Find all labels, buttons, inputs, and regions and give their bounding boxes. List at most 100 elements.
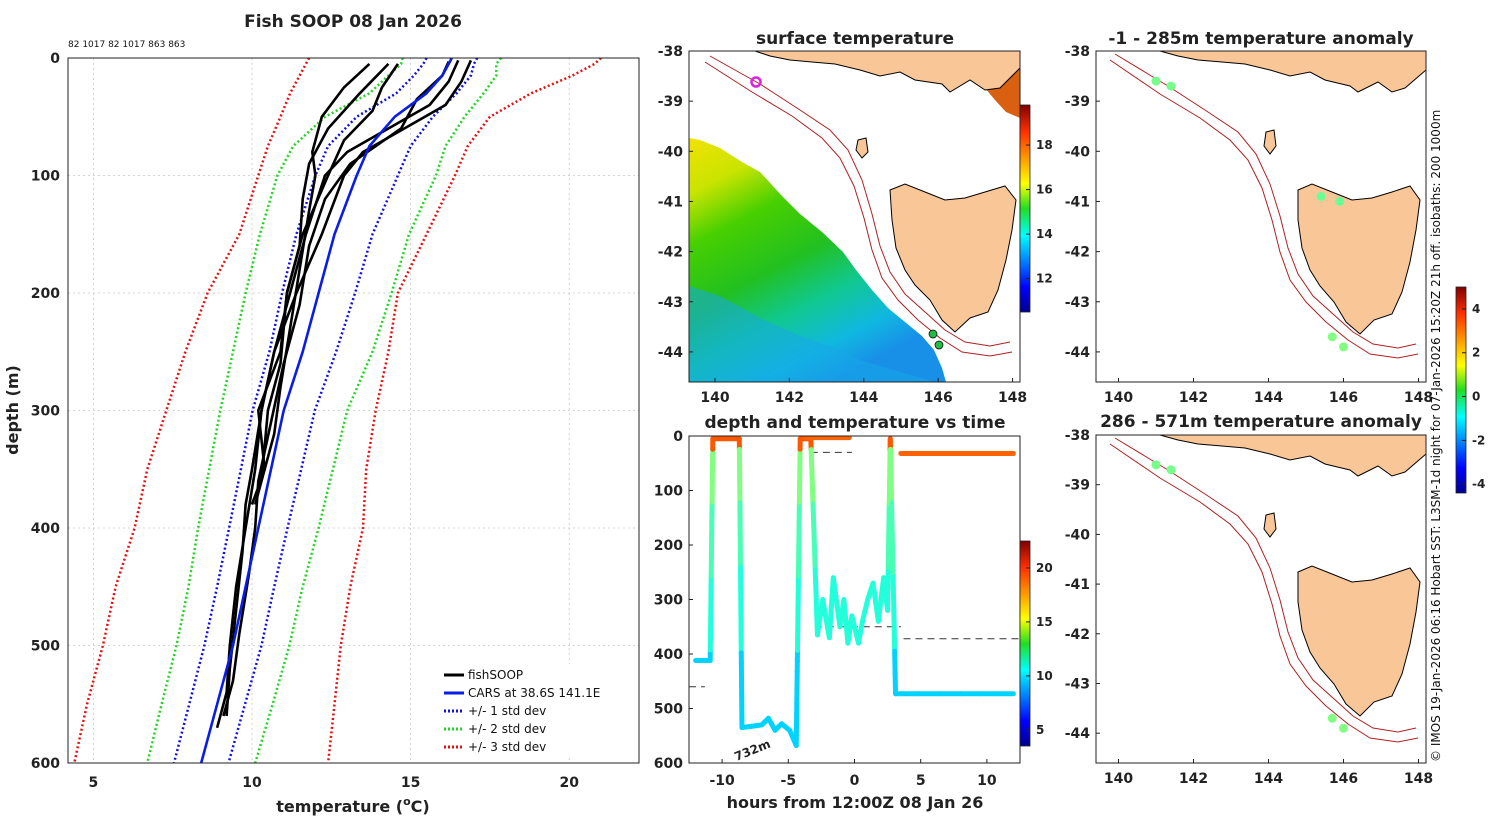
sd3-lower-line	[73, 58, 311, 763]
anomaly-2-isobath-200	[1114, 437, 1417, 733]
sst-swath-cool	[689, 286, 935, 382]
dt-ytick-label: 300	[654, 593, 683, 609]
dt-ytick-label: 0	[673, 429, 683, 445]
anomaly-colorbar-tick-label: 2	[1472, 346, 1480, 360]
anomaly-colorbar-tick-label: -4	[1472, 477, 1485, 491]
sd3-upper-line	[326, 58, 602, 763]
dt-ytick-label: 100	[654, 484, 683, 500]
fishsoop-profile-line	[222, 60, 450, 717]
map-ytick-label: -40	[658, 144, 684, 160]
map-ytick-label: -39	[658, 94, 683, 110]
anomaly-colorbar-tick-label: -2	[1472, 433, 1485, 447]
map-ytick-label: -43	[1065, 676, 1090, 692]
sst-colorbar-tick-label: 12	[1036, 272, 1053, 286]
map-ytick-label: -41	[1065, 194, 1090, 210]
map-ytick-label: -38	[658, 44, 683, 60]
map-xtick-label: 146	[1329, 390, 1358, 406]
fishsoop-profile-line	[215, 59, 460, 729]
profile-xtick-label: 15	[401, 775, 420, 791]
cars-line	[199, 58, 453, 763]
map-xtick-label: 148	[998, 390, 1027, 406]
map-xtick-label: 140	[1104, 771, 1133, 787]
anomaly-2-title: 286 - 571m temperature anomaly	[1100, 412, 1422, 432]
map-xtick-label: 144	[849, 390, 878, 406]
profile-xlabel-sup: o	[403, 795, 411, 808]
map-xtick-label: 142	[1179, 771, 1208, 787]
map-ytick-label: -38	[1065, 428, 1090, 444]
anomaly-1-marker	[1316, 191, 1326, 201]
map-xtick-label: 146	[924, 390, 953, 406]
dt-colorbar-tick-label: 15	[1036, 615, 1053, 629]
map-xtick-label: 144	[1254, 771, 1283, 787]
map-ytick-label: -40	[1065, 144, 1091, 160]
anomaly-1-marker	[1151, 76, 1161, 86]
anomaly-2-marker	[1166, 465, 1176, 475]
sd2-lower-line	[146, 58, 404, 763]
dt-ytick-label: 400	[654, 647, 683, 663]
dt-xtick-label: 0	[850, 773, 860, 789]
anomaly-colorbar	[1455, 286, 1467, 494]
anomaly-1-marker	[1335, 196, 1345, 206]
anomaly-2-marker	[1339, 723, 1348, 733]
dt-xtick-label: -5	[781, 773, 797, 789]
sst-colorbar-tick-label: 14	[1036, 227, 1053, 241]
legend-sd1: +/- 1 std dev	[468, 704, 546, 718]
sst-colorbar-tick-label: 16	[1036, 183, 1053, 197]
victoria-coast	[754, 51, 1020, 93]
sst-colorbar-tick-label: 18	[1036, 138, 1053, 152]
dt-colorbar-tick-label: 20	[1036, 561, 1053, 575]
dt-colorbar-tick-label: 5	[1036, 723, 1044, 737]
map-ytick-label: -42	[1065, 627, 1090, 643]
dt-ytick-label: 500	[654, 702, 683, 718]
map-ytick-label: -42	[658, 245, 683, 261]
anomaly-2-king-island	[1263, 512, 1277, 538]
dt-ytick-label: 200	[654, 538, 683, 554]
sst-marker-ring	[750, 76, 762, 88]
anomaly-1-marker	[1166, 81, 1176, 91]
anomaly-1-victoria-coast	[1159, 51, 1426, 93]
map-xtick-label: 146	[1329, 771, 1358, 787]
anomaly-1-marker	[1327, 332, 1337, 342]
anomaly-2-victoria-coast	[1159, 435, 1426, 477]
profile-subtitle: 82 1017 82 1017 863 863	[68, 40, 185, 50]
anomaly-2-isobath-1000	[1109, 443, 1419, 743]
legend-sd2: +/- 2 std dev	[468, 722, 546, 736]
profile-title: Fish SOOP 08 Jan 2026	[244, 12, 462, 32]
map-ytick-label: -43	[658, 295, 683, 311]
map-ytick-label: -41	[658, 194, 683, 210]
anomaly-2-tasmania	[1297, 565, 1421, 717]
dt-colorbar-tick-label: 10	[1036, 669, 1053, 683]
profile-panel: Fish SOOP 08 Jan 2026 82 1017 82 1017 86…	[3, 12, 640, 816]
anomaly-1-frame	[1095, 50, 1427, 383]
anomaly-2-markers	[1151, 460, 1348, 733]
anomaly-2-panel: 286 - 571m temperature anomaly 140 142 144…	[1065, 412, 1433, 787]
map-xtick-label: 148	[1404, 771, 1433, 787]
profile-ylabel: depth (m)	[3, 365, 22, 455]
map-ytick-label: -39	[1065, 94, 1090, 110]
map-ytick-label: -43	[1065, 295, 1090, 311]
anomaly-1-panel: -1 - 285m temperature anomaly 140 142 144 1…	[1065, 29, 1485, 494]
map-ytick-label: -40	[1065, 527, 1091, 543]
anomaly-1-king-island	[1263, 129, 1277, 155]
sst-colorbar-ticks: 12 14 16 18	[1026, 138, 1053, 286]
anomaly-1-tasmania	[1297, 183, 1421, 335]
profile-legend: fishSOOP CARS at 38.6S 141.1E +/- 1 std …	[438, 664, 620, 756]
map-ytick-label: -44	[1065, 345, 1091, 361]
map-xtick-label: 140	[1104, 390, 1133, 406]
sd2-upper-line	[254, 58, 502, 763]
anomaly-colorbar-tick-label: 4	[1472, 302, 1480, 316]
map-xtick-label: 142	[775, 390, 804, 406]
side-credit: © IMOS 19-Jan-2026 06:16 Hobart SST: L3S…	[1429, 110, 1443, 762]
anomaly-colorbar-tick-label: 0	[1472, 390, 1480, 404]
profile-xtick-label: 5	[89, 775, 99, 791]
profile-ytick-label: 600	[31, 756, 60, 772]
sd1-upper-line	[227, 58, 479, 763]
profile-ytick-label: 300	[31, 404, 60, 420]
profile-xlabel-main: temperature (	[276, 797, 403, 816]
map-xtick-label: 148	[1404, 390, 1433, 406]
anomaly-2-marker	[1151, 460, 1161, 470]
anomaly-1-marker	[1339, 342, 1348, 352]
